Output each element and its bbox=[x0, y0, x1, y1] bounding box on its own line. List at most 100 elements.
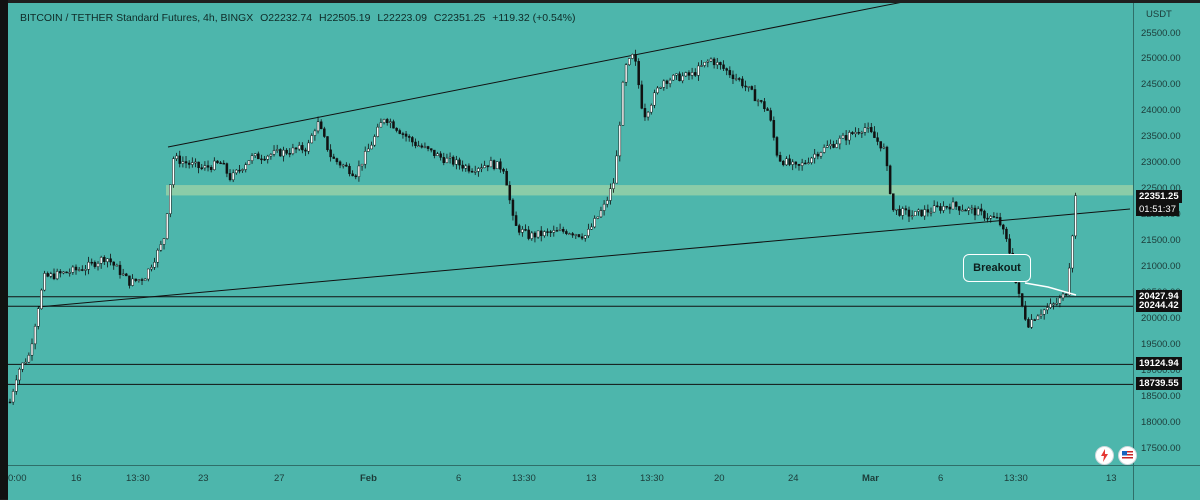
candle bbox=[219, 160, 222, 165]
candle bbox=[637, 58, 640, 89]
candle-body bbox=[879, 141, 882, 149]
candle-body bbox=[574, 234, 578, 236]
candle-body bbox=[228, 173, 232, 181]
candle bbox=[763, 97, 766, 112]
candle bbox=[998, 212, 1002, 227]
candle-body bbox=[936, 205, 939, 208]
candle-body bbox=[807, 162, 810, 164]
candle bbox=[517, 223, 521, 236]
us-flag-icon[interactable] bbox=[1118, 446, 1137, 465]
candle bbox=[546, 228, 549, 237]
candle-body bbox=[1020, 293, 1024, 307]
candle bbox=[775, 136, 779, 158]
candle-body bbox=[338, 161, 342, 166]
candle-body bbox=[797, 164, 801, 166]
candle-body bbox=[709, 58, 713, 62]
candle-body bbox=[533, 232, 537, 238]
flash-icon[interactable] bbox=[1095, 446, 1114, 465]
candle-body bbox=[109, 258, 112, 263]
candle bbox=[687, 70, 691, 80]
candle-body bbox=[121, 273, 125, 276]
candle bbox=[970, 204, 974, 214]
candle bbox=[143, 278, 147, 281]
candle-body bbox=[250, 155, 254, 161]
candle-body bbox=[407, 136, 411, 138]
candle bbox=[225, 162, 229, 178]
candle bbox=[420, 143, 424, 149]
candle-body bbox=[360, 163, 364, 167]
candle-body bbox=[653, 92, 656, 106]
candle-body bbox=[998, 217, 1002, 226]
candle-body bbox=[272, 150, 276, 155]
candle-body bbox=[1052, 303, 1055, 305]
candle bbox=[738, 77, 741, 82]
candle-body bbox=[241, 169, 244, 171]
candle bbox=[297, 141, 301, 151]
candle bbox=[153, 257, 156, 270]
channel-upper-line bbox=[167, 3, 901, 148]
candle bbox=[527, 226, 530, 241]
candle-body bbox=[888, 165, 892, 194]
candle bbox=[885, 145, 889, 172]
candle bbox=[1008, 234, 1011, 257]
candle bbox=[539, 226, 543, 242]
candle-body bbox=[920, 209, 923, 217]
candle-body bbox=[766, 108, 769, 111]
time-axis[interactable]: 0:00 16 13:30 23 27 Feb 6 13:30 13 13:30 20 24 Mar 6 1… bbox=[8, 465, 1133, 500]
candle bbox=[631, 53, 634, 60]
candle-body bbox=[571, 233, 574, 236]
candle-body bbox=[530, 232, 534, 239]
candle bbox=[665, 79, 669, 89]
candle-body bbox=[640, 84, 644, 109]
candle bbox=[241, 168, 244, 173]
candle bbox=[769, 107, 772, 122]
candle-body bbox=[760, 100, 763, 102]
candle bbox=[574, 233, 578, 239]
candle bbox=[794, 161, 798, 169]
candle-body bbox=[901, 208, 904, 216]
candle bbox=[725, 67, 728, 76]
price-axis[interactable]: USDT 25500.00 25000.00 24500.00 24000.00 235… bbox=[1133, 3, 1200, 465]
candle bbox=[473, 165, 477, 176]
candle bbox=[191, 157, 194, 168]
candle bbox=[228, 169, 232, 182]
candle bbox=[791, 159, 794, 171]
candle bbox=[338, 160, 342, 169]
candle bbox=[301, 142, 304, 154]
candle bbox=[675, 73, 678, 80]
candle bbox=[106, 258, 109, 268]
candle bbox=[621, 80, 625, 126]
candle bbox=[734, 73, 738, 82]
candle bbox=[1017, 279, 1021, 298]
time-tick: Mar bbox=[862, 473, 879, 484]
candle-body bbox=[417, 145, 420, 148]
candle-body bbox=[646, 111, 650, 118]
level-price-label: 18739.55 bbox=[1136, 377, 1182, 391]
price-chart-plot[interactable]: BITCOIN / TETHER Standard Futures, 4h, B… bbox=[8, 3, 1133, 465]
candle bbox=[536, 230, 540, 239]
candle bbox=[898, 205, 901, 217]
candle-body bbox=[539, 230, 543, 236]
candle-body bbox=[778, 155, 782, 162]
candle bbox=[722, 60, 725, 71]
candle bbox=[1046, 303, 1049, 314]
candle bbox=[363, 146, 367, 169]
candle bbox=[863, 123, 867, 136]
candle-body bbox=[74, 266, 78, 271]
candle bbox=[200, 163, 203, 171]
candle-body bbox=[580, 236, 584, 239]
candle-body bbox=[804, 162, 807, 165]
candle bbox=[659, 86, 662, 90]
candle-body bbox=[769, 110, 772, 121]
candle-body bbox=[291, 147, 295, 154]
candle bbox=[414, 138, 417, 149]
candle bbox=[558, 223, 562, 232]
candle-body bbox=[1008, 238, 1011, 254]
channel-lower-line bbox=[37, 208, 1131, 308]
candle bbox=[954, 201, 958, 210]
candle-body bbox=[65, 271, 68, 274]
candle bbox=[467, 163, 471, 174]
candle-body bbox=[505, 171, 508, 186]
time-tick: 13:30 bbox=[126, 473, 150, 484]
candle-body bbox=[213, 160, 216, 170]
